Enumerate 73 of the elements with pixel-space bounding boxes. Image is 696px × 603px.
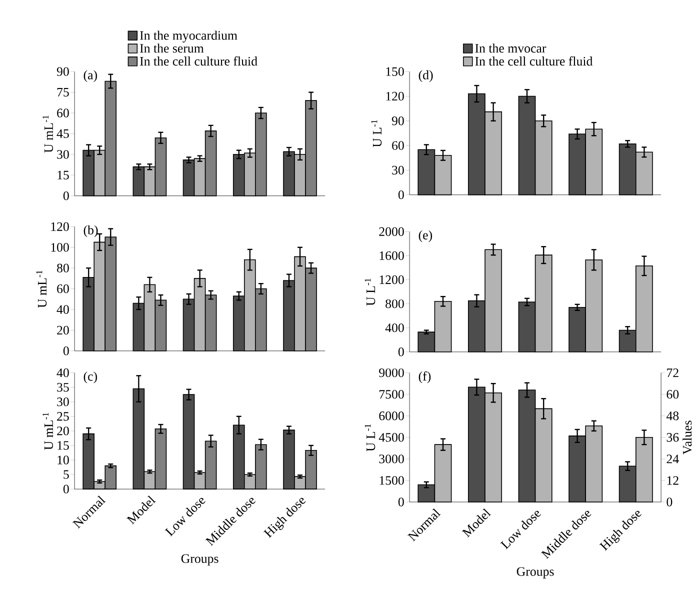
y-tick-label: 15	[58, 440, 69, 450]
y-tick-label: 40	[56, 368, 69, 377]
y-tick-label: 30	[57, 150, 69, 159]
legend-label: In the myocardium	[140, 30, 238, 42]
y-tick-label: 6000	[379, 411, 404, 420]
y-tick-label: 120	[51, 222, 69, 231]
y-tick-label: 9000	[379, 368, 404, 377]
y-tick-label: 80	[57, 264, 69, 272]
legend-label: In the mvocar	[475, 43, 546, 52]
y-axis-title: U mL$^{-1}$	[42, 115, 54, 152]
y-tick-label: 90	[392, 116, 404, 126]
annotation: (c)	[84, 371, 97, 384]
y-tick-label: 90	[56, 67, 69, 76]
y-tick-label: 1600	[380, 251, 404, 260]
y-axis-title: U mL$^{-1}$	[42, 412, 54, 450]
y2-tick-label: 12	[667, 476, 678, 485]
y-tick-label: 4500	[378, 432, 404, 442]
y-tick-label: 35	[57, 382, 69, 392]
y-tick-label: 2000	[379, 227, 404, 236]
y-tick-label: 40	[56, 304, 69, 314]
y-tick-label: 0	[63, 484, 69, 494]
y-tick-label: 30	[57, 397, 69, 406]
y-axis-title: U L$^{-1}$	[364, 278, 376, 306]
y-tick-label: 75	[57, 88, 69, 96]
y-tick-label: 0	[63, 191, 69, 200]
y-tick-label: 800	[386, 299, 404, 308]
y-tick-label: 5	[64, 470, 69, 479]
annotation: (b)	[84, 225, 98, 237]
x-tick-label: High dose	[263, 498, 306, 538]
y2-tick-label: 0	[666, 497, 672, 506]
y-tick-label: 3000	[379, 454, 404, 464]
y-axis-title: U L$^{-1}$	[364, 424, 376, 452]
y-axis-title: U mL$^{-1}$	[36, 270, 47, 308]
y-axis-title: U L$^{-1}$	[371, 120, 382, 147]
y2-tick-label: 36	[666, 432, 679, 442]
legend-label: In the serum	[140, 43, 204, 52]
annotation: (f)	[418, 371, 431, 383]
y-tick-label: 60	[57, 108, 69, 118]
y-tick-label: 20	[57, 326, 69, 334]
y2-axis-title: Values	[682, 420, 692, 454]
y2-tick-label: 24	[666, 454, 679, 463]
y-tick-label: 25	[57, 412, 69, 421]
y2-tick-label: 60	[666, 390, 679, 398]
y-tick-label: 30	[392, 166, 404, 174]
y2-tick-label: 72	[667, 368, 678, 377]
y-tick-label: 20	[57, 426, 69, 436]
y-tick-label: 0	[398, 190, 404, 199]
y-tick-label: 10	[58, 455, 69, 464]
y-tick-label: 100	[51, 242, 69, 252]
y-tick-label: 15	[58, 170, 69, 180]
legend-label: In the cell culture fluid	[140, 56, 258, 66]
y-tick-label: 1200	[380, 275, 404, 284]
annotation: (d)	[418, 70, 433, 82]
x-tick-label: Low dose	[500, 510, 541, 550]
y-tick-label: 7500	[379, 390, 404, 398]
y-tick-label: 0	[398, 497, 404, 506]
y-tick-label: 150	[386, 67, 404, 76]
y-tick-label: 0	[63, 346, 69, 356]
y-tick-label: 60	[392, 140, 404, 150]
y-tick-label: 45	[56, 129, 69, 138]
y-tick-label: 400	[385, 323, 404, 332]
y-tick-label: 120	[386, 92, 404, 100]
x-axis-title: Groups	[181, 554, 218, 566]
x-tick-label: High dose	[599, 510, 642, 551]
annotation: (a)	[84, 70, 97, 82]
x-tick-label: Low dose	[164, 498, 206, 536]
y2-tick-label: 48	[666, 411, 679, 420]
legend-label: In the cell culture fluid	[475, 56, 593, 66]
annotation: (e)	[418, 230, 432, 242]
y-tick-label: 0	[398, 347, 404, 356]
y-tick-label: 1500	[380, 476, 404, 485]
x-axis-title: Groups	[516, 567, 554, 578]
y-tick-label: 60	[57, 284, 69, 293]
